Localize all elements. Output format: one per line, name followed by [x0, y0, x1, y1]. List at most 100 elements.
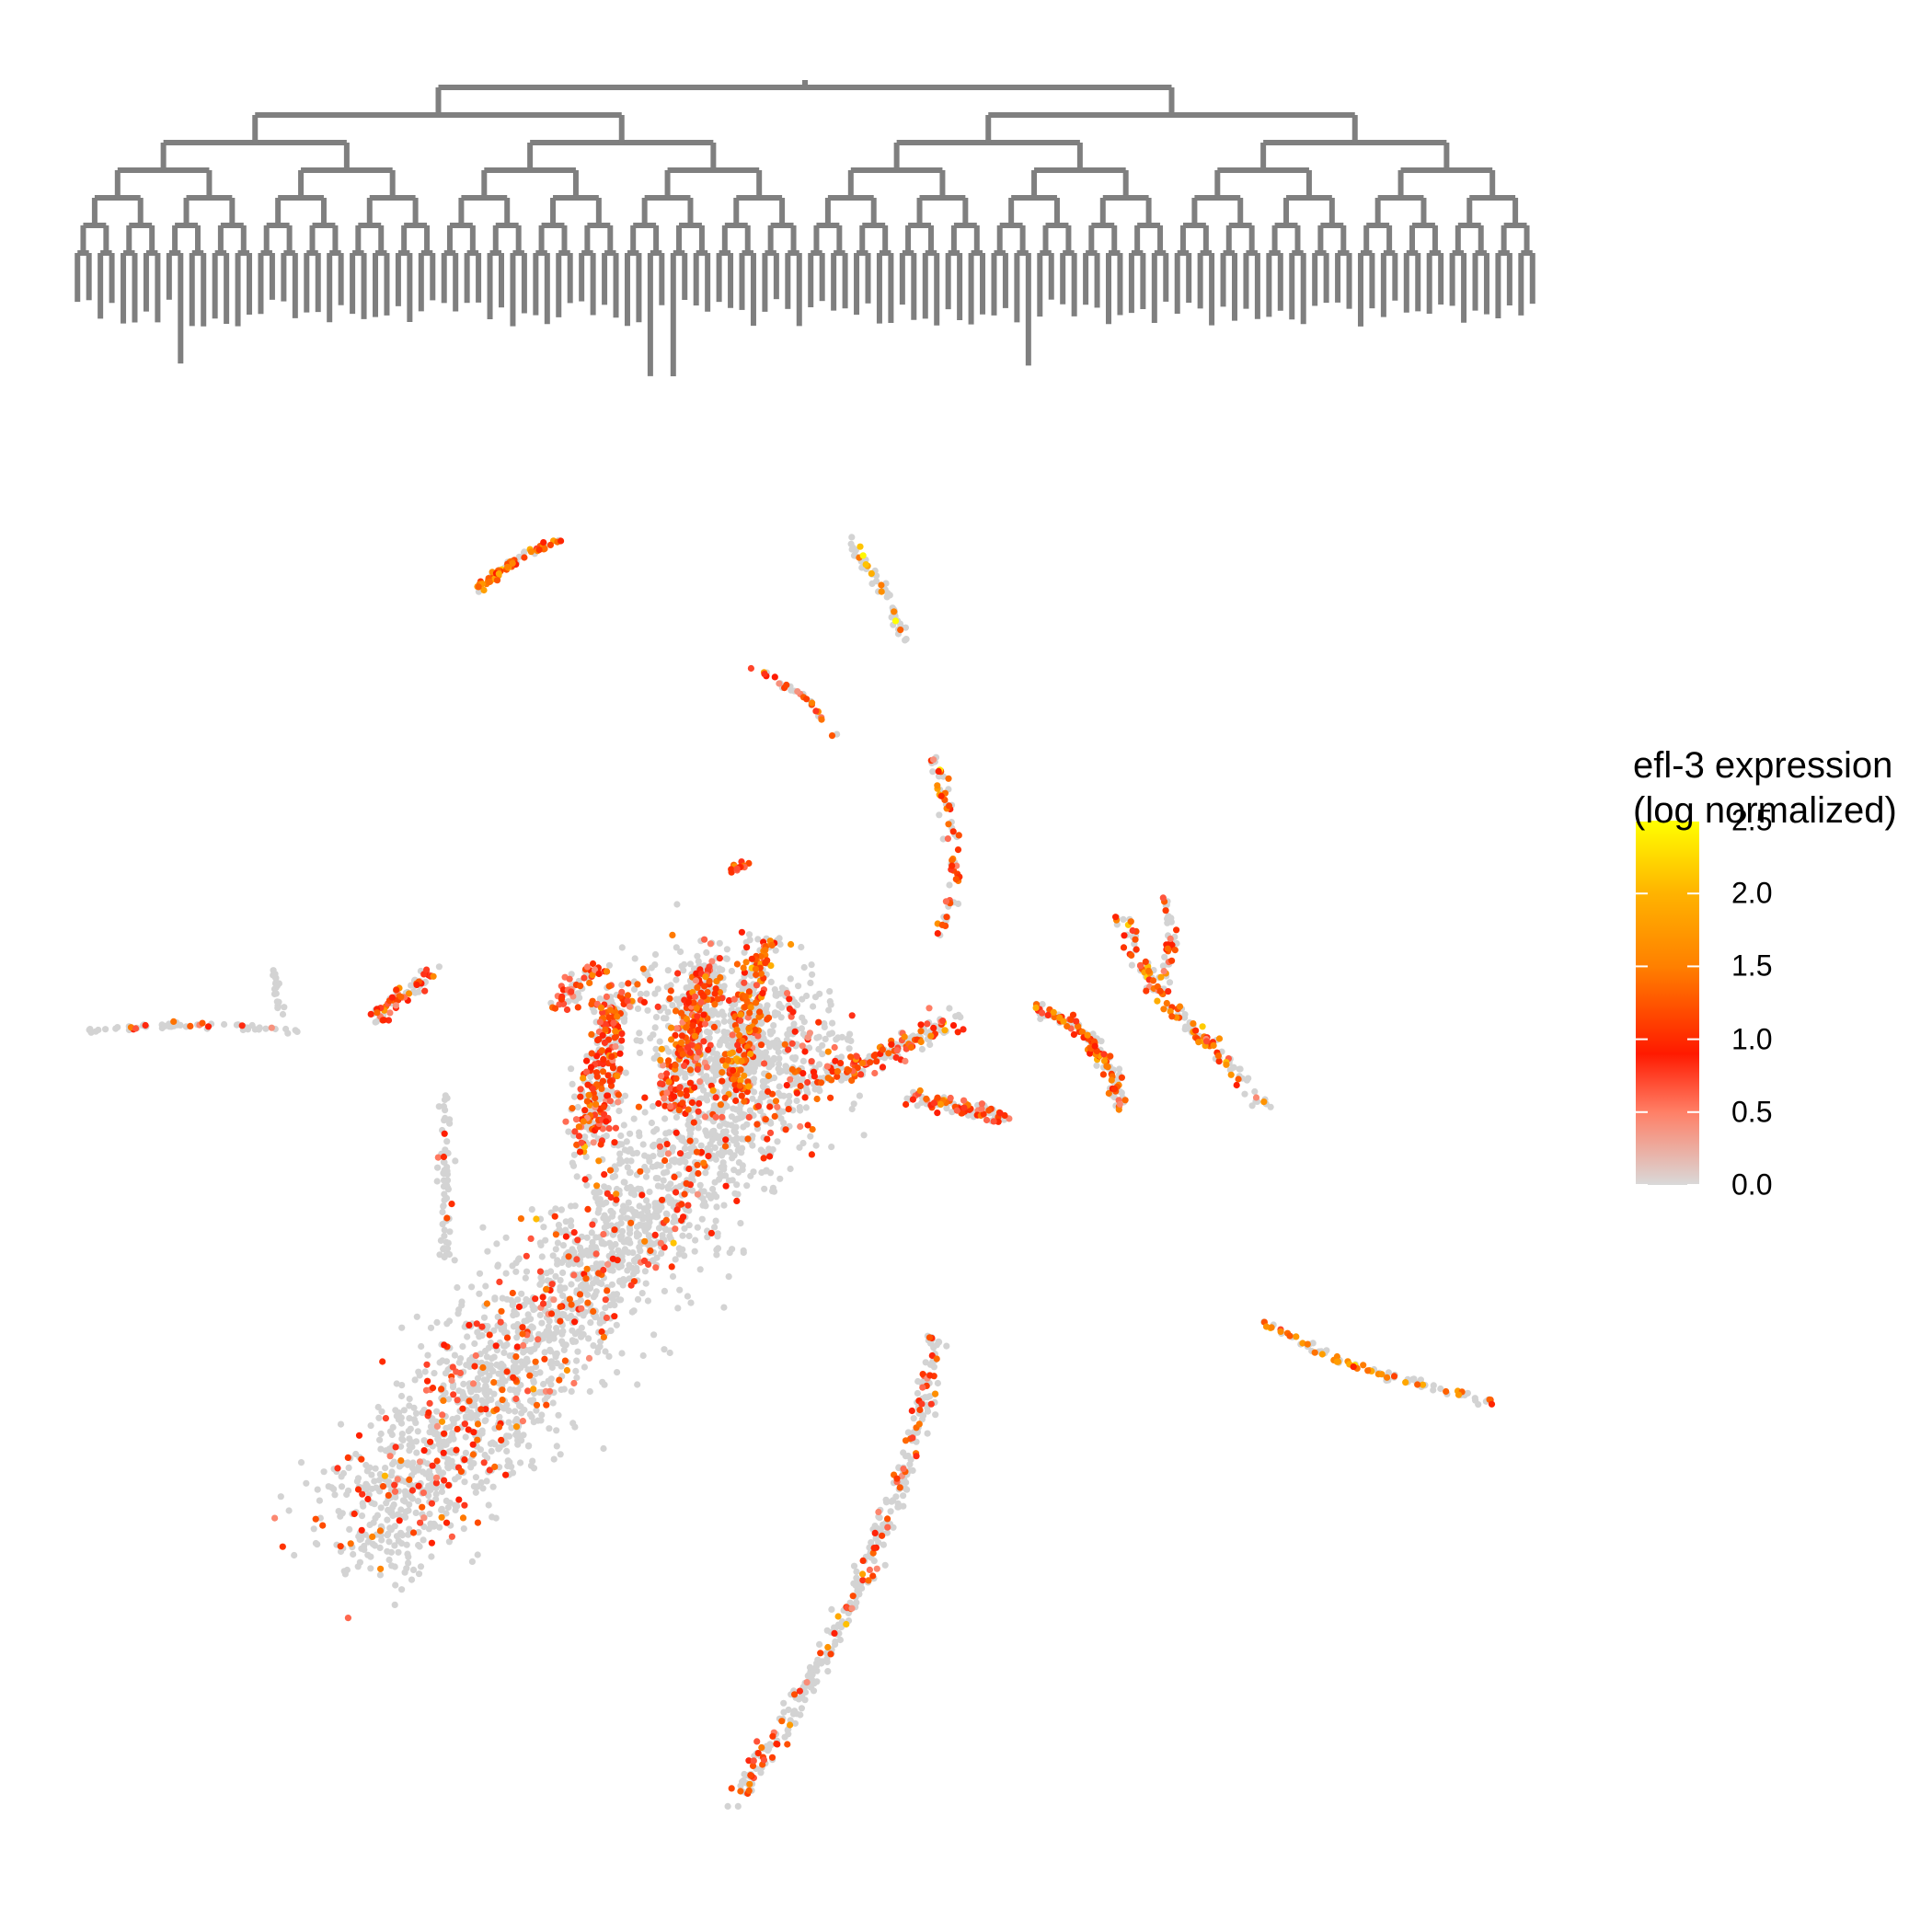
cell-point [617, 1044, 625, 1052]
cell-point [853, 1599, 860, 1606]
cell-point [592, 1095, 599, 1102]
cell-point [519, 1330, 526, 1338]
cell-point [933, 1341, 941, 1349]
cell-point [767, 978, 775, 985]
cell-point [691, 1084, 698, 1091]
cell-point [647, 1247, 654, 1255]
cell-point [737, 1066, 744, 1074]
cell-point [433, 1457, 441, 1465]
cell-point [634, 1005, 642, 1012]
cell-point [645, 1232, 652, 1239]
cell-point [530, 1379, 537, 1386]
cell-point [1120, 915, 1127, 924]
cell-point [954, 1029, 961, 1036]
cell-point [435, 963, 443, 971]
cell-point [376, 1544, 384, 1551]
cell-point [681, 1252, 688, 1259]
cell-point [549, 1399, 557, 1407]
cell-point [785, 1046, 792, 1053]
cell-point [644, 1006, 651, 1014]
cell-point [634, 1381, 641, 1388]
cell-point [578, 1139, 585, 1146]
cell-point [576, 1148, 584, 1156]
cell-point [735, 981, 742, 988]
cell-point [471, 1363, 478, 1370]
cell-point [638, 1191, 646, 1199]
cell-point [704, 1132, 711, 1139]
cell-point [472, 1489, 479, 1496]
cell-point [530, 1465, 538, 1472]
cell-point [658, 1249, 665, 1257]
cell-point [1167, 918, 1175, 926]
cell-point [583, 1247, 591, 1255]
cell-point [824, 1048, 832, 1055]
cell-point [712, 1055, 719, 1063]
cell-point [449, 1363, 456, 1371]
cell-point [537, 1241, 545, 1248]
cell-point [453, 1446, 460, 1454]
cell-point [732, 1097, 740, 1105]
cell-point [857, 1071, 865, 1078]
cell-point [670, 1218, 677, 1225]
cell-point [386, 1453, 394, 1460]
cell-point [720, 1304, 728, 1311]
cell-point [767, 962, 775, 970]
cell-point [583, 1057, 591, 1064]
cell-point [799, 1057, 808, 1064]
cell-point [890, 1524, 897, 1531]
cell-point [847, 1053, 855, 1061]
cell-point [941, 1027, 949, 1034]
cell-point [799, 1042, 806, 1050]
cell-point [485, 1410, 492, 1418]
cell-point [723, 955, 730, 962]
cell-point [803, 992, 811, 1000]
cell-point [504, 1457, 512, 1465]
cell-point [554, 1239, 562, 1247]
cell-point [438, 1506, 445, 1513]
cell-point [517, 1459, 524, 1466]
cell-point [344, 1454, 351, 1461]
cell-point [807, 1133, 814, 1140]
cell-point [527, 1365, 535, 1373]
cell-point [694, 1013, 701, 1020]
cell-point [468, 1558, 476, 1565]
cell-point [736, 1031, 743, 1039]
cell-point [499, 1294, 506, 1302]
cell-point [271, 1514, 279, 1522]
cell-point [665, 1162, 673, 1169]
cell-point [704, 1144, 711, 1153]
cell-point [600, 1231, 607, 1238]
cell-point [741, 979, 748, 986]
cell-point [618, 1037, 626, 1044]
cell-point [904, 1452, 912, 1460]
cell-point [428, 1539, 435, 1547]
cell-point [512, 1418, 519, 1425]
cell-point [377, 1565, 385, 1572]
cell-point [692, 977, 700, 984]
cell-point [441, 1232, 448, 1239]
cell-point [637, 990, 644, 998]
cell-point [524, 1443, 533, 1450]
cell-point [526, 1372, 534, 1379]
cell-point [499, 1386, 506, 1394]
cell-point [616, 1150, 624, 1157]
cell-point [459, 1405, 466, 1412]
cell-point [384, 1516, 391, 1524]
cell-point [565, 1128, 572, 1135]
cell-point [799, 1075, 806, 1083]
cell-point [414, 1466, 422, 1474]
cell-point [437, 1236, 444, 1244]
cell-point [697, 998, 705, 1006]
cell-point [344, 1615, 351, 1622]
cell-point [593, 1073, 601, 1080]
cell-point [421, 1368, 429, 1375]
cell-point [413, 1449, 420, 1456]
cell-point [612, 1028, 619, 1035]
cell-point [454, 1502, 461, 1510]
cell-point [358, 1545, 365, 1552]
cell-point [377, 1430, 385, 1438]
cell-point [479, 1363, 487, 1372]
cell-point [532, 1370, 539, 1377]
cell-point [650, 1128, 658, 1135]
cell-point [379, 1483, 387, 1490]
